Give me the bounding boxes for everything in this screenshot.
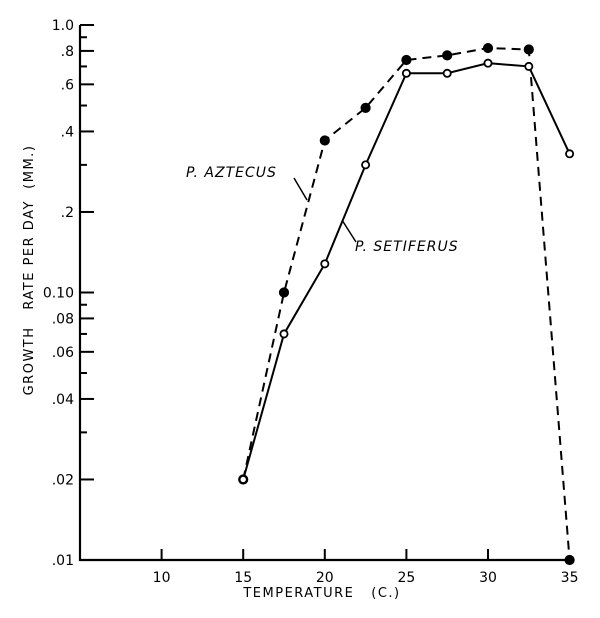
axis-lines	[78, 25, 570, 562]
series-line-1	[242, 62, 571, 480]
y-tick-label: .6	[61, 77, 74, 93]
y-tick-label: 1.0	[52, 18, 74, 34]
x-tick-label: 15	[234, 570, 252, 586]
series-label-aztecus: P. AZTECUS	[186, 165, 277, 181]
setiferus-leader-line	[341, 219, 357, 243]
y-tick-label: .8	[61, 44, 74, 60]
setiferus-point	[361, 160, 371, 170]
y-axis-title: GROWTH RATE PER DAY (MM.)	[22, 145, 37, 396]
aztecus-point	[401, 54, 412, 66]
y-tick-label: .06	[52, 345, 74, 361]
y-tick-label: .08	[52, 311, 74, 327]
x-tick-label: 20	[316, 570, 334, 586]
setiferus-point	[524, 61, 534, 71]
series-layer	[238, 42, 575, 566]
aztecus-leader-line	[293, 177, 308, 201]
setiferus-point	[238, 474, 248, 484]
aztecus-point	[442, 50, 453, 61]
setiferus-point	[565, 149, 575, 159]
aztecus-point	[564, 554, 575, 566]
aztecus-point	[319, 135, 330, 146]
aztecus-point	[360, 102, 371, 113]
y-tick-label: .02	[52, 472, 74, 488]
x-tick-label: 30	[479, 570, 497, 586]
setiferus-point	[320, 259, 330, 269]
y-tick-label: .04	[52, 392, 74, 408]
setiferus-point	[401, 68, 411, 78]
y-tick-label: .2	[61, 205, 74, 221]
setiferus-point	[442, 68, 452, 78]
y-tick-label: 0.10	[43, 286, 74, 302]
series-line-0	[242, 47, 571, 561]
setiferus-point	[279, 329, 289, 339]
y-tick-label: .4	[61, 124, 74, 140]
aztecus-point	[523, 44, 534, 55]
axes: 1.0 .8 .6 .4 .2 0.10 .08 .06 .04 .02 .01 10 15 20 25 30…	[43, 18, 579, 586]
aztecus-point	[482, 42, 494, 54]
x-tick-label: 10	[153, 570, 171, 586]
aztecus-point	[278, 287, 290, 298]
x-axis-title: TEMPERATURE (C.)	[242, 586, 400, 601]
x-tick-label: 35	[561, 570, 579, 586]
series-label-setiferus: P. SETIFERUS	[355, 239, 459, 255]
setiferus-point	[483, 58, 493, 68]
y-tick-label: .01	[52, 553, 74, 569]
x-tick-label: 25	[397, 570, 415, 586]
